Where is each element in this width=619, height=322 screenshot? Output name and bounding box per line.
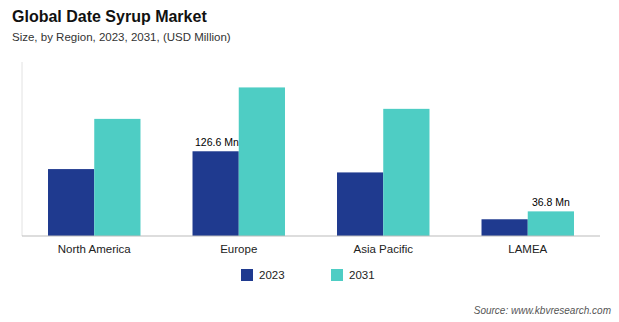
source-note: Source: www.kbvresearch.com: [474, 305, 611, 316]
chart-svg: Global Date Syrup Market Size, by Region,…: [0, 0, 619, 322]
legend-label: 2031: [349, 269, 375, 281]
annotation: 126.6 Mn: [195, 136, 239, 148]
x-axis-line: [22, 236, 600, 237]
bar: [48, 169, 94, 236]
bar: [337, 172, 383, 236]
legend-swatch: [241, 269, 253, 281]
y-axis-line: [22, 62, 23, 236]
legend-swatch: [331, 269, 343, 281]
bar: [528, 211, 574, 236]
legend-label: 2023: [259, 269, 285, 281]
chart-container: Global Date Syrup Market Size, by Region,…: [0, 0, 619, 322]
bar: [193, 151, 239, 236]
legend: 2023 2031: [241, 269, 375, 281]
title: Global Date Syrup Market: [12, 8, 207, 25]
subtitle: Size, by Region, 2023, 2031, (USD Millio…: [12, 31, 231, 43]
bar: [482, 219, 528, 236]
x-tick-label: Europe: [220, 243, 257, 255]
bars: [48, 87, 574, 236]
bar: [239, 87, 285, 236]
annotation: 36.8 Mn: [532, 196, 570, 208]
bar: [94, 119, 140, 236]
bar: [383, 109, 429, 236]
x-tick-label: LAMEA: [508, 243, 547, 255]
x-tick-label: North America: [58, 243, 131, 255]
x-tick-label: Asia Pacific: [354, 243, 414, 255]
